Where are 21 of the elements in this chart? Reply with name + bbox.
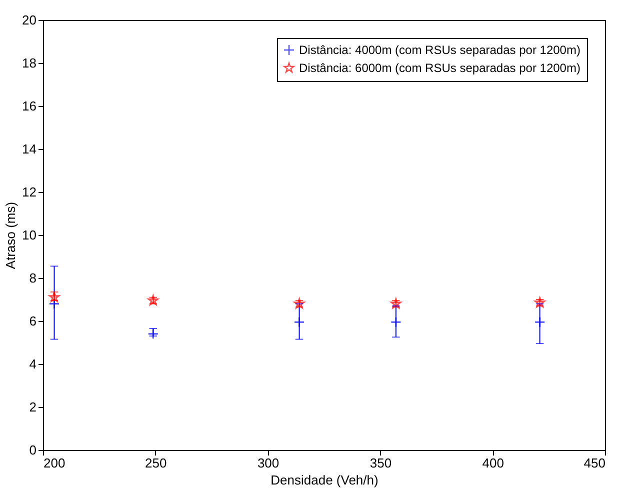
x-tick-label: 400 <box>482 456 504 470</box>
x-axis-title: Densidade (Veh/h) <box>270 472 378 488</box>
x-tick-label: 350 <box>370 456 392 470</box>
y-tick-label: 0 <box>29 442 36 458</box>
y-tick-label: 16 <box>22 98 36 114</box>
x-tick-label: 200 <box>44 456 66 470</box>
legend-label: Distância: 6000m (com RSUs separadas por 1200m) <box>299 61 580 75</box>
y-tick-label: 12 <box>22 184 36 200</box>
x-tick-label: 300 <box>257 456 280 470</box>
y-tick-label: 2 <box>29 400 36 414</box>
x-tick-label: 250 <box>145 456 167 470</box>
y-tick-label: 20 <box>22 12 36 28</box>
y-tick-label: 8 <box>29 270 36 286</box>
legend-label: Distância: 4000m (com RSUs separadas por 1200m) <box>299 43 580 57</box>
y-tick-label: 14 <box>22 142 36 156</box>
y-tick-label: 6 <box>29 314 36 328</box>
y-tick-label: 10 <box>22 228 36 242</box>
y-axis-title: Atraso (ms) <box>3 202 18 270</box>
x-tick-label: 450 <box>584 456 606 470</box>
y-tick-label: 18 <box>22 56 36 70</box>
y-tick-label: 4 <box>29 356 36 372</box>
